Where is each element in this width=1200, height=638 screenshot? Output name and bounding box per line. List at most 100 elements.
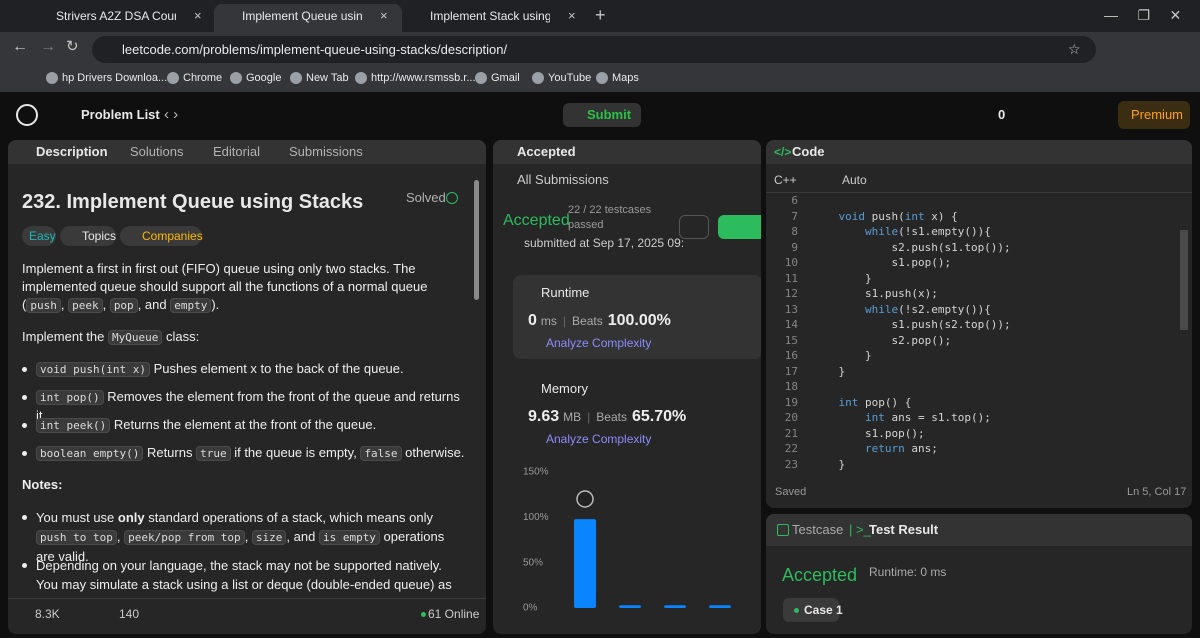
omnibox[interactable] [92,36,1096,63]
analyze-complexity[interactable]: Analyze Complexity [546,432,652,446]
code-token [812,396,839,409]
bookmark-icon [596,72,608,84]
submitted-at: submitted at Sep 17, 2025 09: [524,236,685,250]
submit-button[interactable] [563,103,641,127]
text-run: class: [162,329,200,344]
panel-tab[interactable]: Editorial [213,144,260,159]
tag-pill[interactable] [120,226,202,246]
case-label[interactable]: Case 1 [804,603,843,617]
bar [574,519,596,608]
tag-pill[interactable] [60,226,116,246]
metric-row: 0 ms | Beats 100.00% [528,311,671,331]
bookmark[interactable]: New Tab [306,72,349,84]
inline-code: is empty [318,530,380,545]
browser-tab-title[interactable]: Strivers A2Z DSA Course/Sheet [56,9,176,23]
case-pill[interactable] [783,598,839,622]
cursor-position: Ln 5, Col 17 [1127,486,1187,498]
code-line: } [812,349,872,363]
online: 61 Online [428,607,480,621]
bookmark[interactable]: Gmail [491,72,520,84]
code-line: s2.push(s1.top()); [812,241,1010,255]
notes-heading: Notes: [22,477,63,492]
text-run: Implement the [22,329,108,344]
line-number: 16 [784,349,798,363]
problem-list[interactable]: Problem List [81,107,160,122]
code-line: while(!s1.empty()){ [812,225,991,239]
language[interactable]: C++ [774,173,797,187]
method-item: int pop() Removes the element from the f… [22,388,466,425]
premium-button[interactable] [1118,101,1190,129]
bookmark[interactable]: hp Drivers Downloa... [62,72,168,84]
tab-close[interactable]: × [568,8,576,23]
browser-tab-title[interactable]: Implement Stack using Queues [430,9,550,23]
terminal-icon: | >_ [849,522,871,537]
mode[interactable]: Auto [842,173,867,187]
line-number: 20 [784,411,798,425]
test-tab[interactable]: Testcase [792,522,844,537]
window-controls[interactable]: — ❐ ✕ [1104,7,1182,23]
bookmark[interactable]: Maps [612,72,639,84]
panel-tab[interactable]: Description [36,144,108,159]
bookmark[interactable]: Chrome [183,72,223,84]
tab-close[interactable]: × [194,8,202,23]
testcases: 22 / 22 testcases passed [568,204,652,231]
nav-arrows[interactable]: ‹ › [164,106,179,123]
streak[interactable]: 0 [998,107,1006,122]
line-number: 12 [784,287,798,301]
result-tab[interactable]: Accepted [517,144,576,159]
comments[interactable]: 140 [119,607,140,621]
tag[interactable]: Companies [142,229,203,243]
leetcode-logo[interactable] [16,104,38,126]
premium[interactable]: Premium [1131,107,1184,122]
panel-header [8,140,486,164]
test-tab[interactable]: Test Result [869,522,939,537]
code-line: while(!s2.empty()){ [812,303,991,317]
case-dot [794,608,799,613]
text-run: operations are valid. [36,529,445,564]
submit[interactable]: Submit [587,107,632,122]
code-token: while [864,225,899,239]
active-tab[interactable] [214,4,402,32]
metric-value: 0 [528,312,537,329]
analyze-complexity[interactable]: Analyze Complexity [546,336,652,350]
new-tab-button[interactable]: + [595,5,606,25]
class-line: Implement the MyQueue class: [22,328,462,347]
line-number: 10 [784,256,798,270]
all-submissions[interactable]: All Submissions [517,172,609,187]
y-tick-label: 100% [523,512,549,523]
panel-tab[interactable]: Solutions [130,144,184,159]
forward-button[interactable]: → [40,38,56,55]
metric-unit: MB [563,410,582,424]
tag[interactable]: Easy [29,229,56,243]
panel-tab[interactable]: Submissions [289,144,363,159]
bookmark-icon [355,72,367,84]
inline-code: pop [109,298,138,313]
url[interactable]: leetcode.com/problems/implement-queue-us… [122,42,508,57]
line-number: 7 [791,209,798,223]
tab-close[interactable]: × [380,8,388,23]
back-button[interactable]: ← [12,38,28,55]
metric-row: 9.63 MB | Beats 65.70% [528,407,686,427]
line-number: 11 [784,271,798,285]
likes[interactable]: 8.3K [35,607,60,621]
code-token: x) { [924,209,958,223]
bookmark-star[interactable]: ☆ [1068,41,1081,57]
reload-button[interactable]: ↻ [66,38,79,55]
tag-pill[interactable] [22,226,56,246]
your-result-marker [576,490,594,508]
description-panel: Description Solutions Editorial Submissions… [8,140,486,634]
bookmark[interactable]: Google [246,72,282,84]
code-line: return ans; [812,442,938,456]
bar [664,605,686,608]
text-run: ). [211,297,220,312]
bookmark[interactable]: http://www.rsmssb.r... [371,72,476,84]
code-token: int [864,411,885,425]
browser-tab-title[interactable]: Implement Queue using Stacks [242,9,362,23]
code-token: void [838,209,866,223]
bookmark-icon [475,72,487,84]
inline-code: true [196,446,231,461]
inline-code: size [251,530,287,545]
tag[interactable]: Topics [82,229,117,243]
code-token: (!s1.empty()){ [898,225,991,239]
bookmark[interactable]: YouTube [548,72,592,84]
